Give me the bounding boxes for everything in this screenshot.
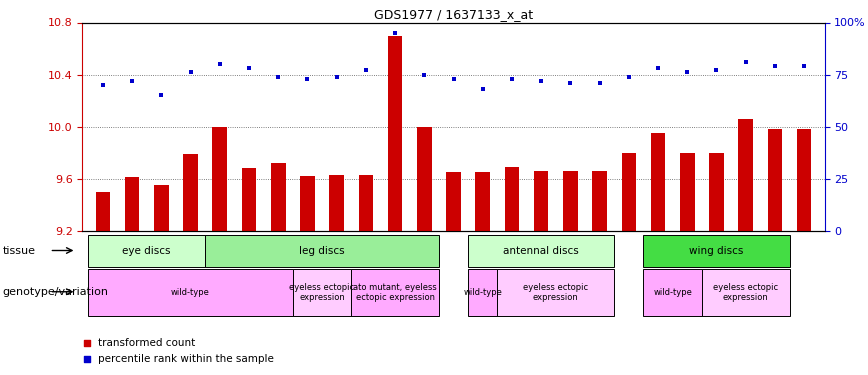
Point (768, 63, 782, 69)
Text: genotype/variation: genotype/variation (3, 287, 108, 297)
Point (446, 76, 460, 82)
Text: eyeless ectopic
expression: eyeless ectopic expression (523, 283, 589, 302)
Point (330, 74, 344, 80)
Point (359, 68, 373, 74)
Bar (702, 269, 790, 316)
Text: percentile rank within the sample: percentile rank within the sample (98, 354, 274, 364)
Bar (154, 185, 168, 231)
Point (242, 65, 256, 71)
Text: tissue: tissue (3, 246, 36, 255)
Bar (651, 133, 666, 231)
Bar (709, 153, 724, 231)
Point (563, 80, 577, 86)
Point (155, 92, 168, 98)
Point (534, 78, 548, 84)
Point (505, 76, 519, 82)
Bar (125, 177, 140, 231)
Bar (504, 167, 519, 231)
Bar (352, 269, 439, 316)
Bar (468, 235, 615, 267)
Bar (643, 269, 702, 316)
Bar (205, 235, 439, 267)
Bar (767, 129, 782, 231)
Bar (797, 129, 812, 231)
Bar (643, 235, 790, 267)
Bar (446, 172, 461, 231)
Point (272, 74, 286, 80)
Point (797, 63, 811, 69)
Point (621, 74, 635, 80)
Text: wild-type: wild-type (171, 288, 210, 297)
Text: wild-type: wild-type (464, 288, 503, 297)
Text: transformed count: transformed count (98, 338, 195, 348)
Bar (329, 175, 344, 231)
Point (96, 82, 110, 88)
Bar (213, 127, 227, 231)
Point (418, 72, 431, 78)
Bar (183, 154, 198, 231)
Bar (358, 175, 373, 231)
Bar (534, 171, 549, 231)
Bar (89, 235, 205, 267)
Bar (497, 269, 615, 316)
Text: wing discs: wing discs (689, 246, 744, 256)
Point (80, 356, 94, 362)
Bar (680, 153, 694, 231)
Text: leg discs: leg discs (299, 246, 345, 256)
Bar (563, 171, 578, 231)
Text: antennal discs: antennal discs (503, 246, 579, 256)
Point (300, 76, 314, 82)
Point (739, 59, 753, 65)
Point (709, 68, 723, 74)
Text: ato mutant, eyeless
ectopic expression: ato mutant, eyeless ectopic expression (353, 283, 437, 302)
Text: eye discs: eye discs (122, 246, 171, 256)
Bar (95, 192, 110, 231)
Bar (300, 176, 315, 231)
Point (213, 61, 227, 67)
Point (476, 86, 490, 92)
Bar (271, 163, 286, 231)
Point (651, 65, 665, 71)
Bar (388, 36, 403, 231)
Bar (739, 119, 753, 231)
Bar (592, 171, 607, 231)
Title: GDS1977 / 1637133_x_at: GDS1977 / 1637133_x_at (374, 8, 533, 21)
Bar (476, 172, 490, 231)
Point (681, 69, 694, 75)
Point (184, 69, 198, 75)
Bar (293, 269, 352, 316)
Point (125, 78, 139, 84)
Bar (89, 269, 293, 316)
Text: wild-type: wild-type (654, 288, 692, 297)
Point (593, 80, 607, 86)
Text: eyeless ectopic
expression: eyeless ectopic expression (290, 283, 355, 302)
Point (388, 30, 402, 36)
Bar (621, 153, 636, 231)
Bar (241, 168, 256, 231)
Bar (468, 269, 497, 316)
Point (80, 340, 94, 346)
Bar (417, 127, 431, 231)
Text: eyeless ectopic
expression: eyeless ectopic expression (713, 283, 779, 302)
